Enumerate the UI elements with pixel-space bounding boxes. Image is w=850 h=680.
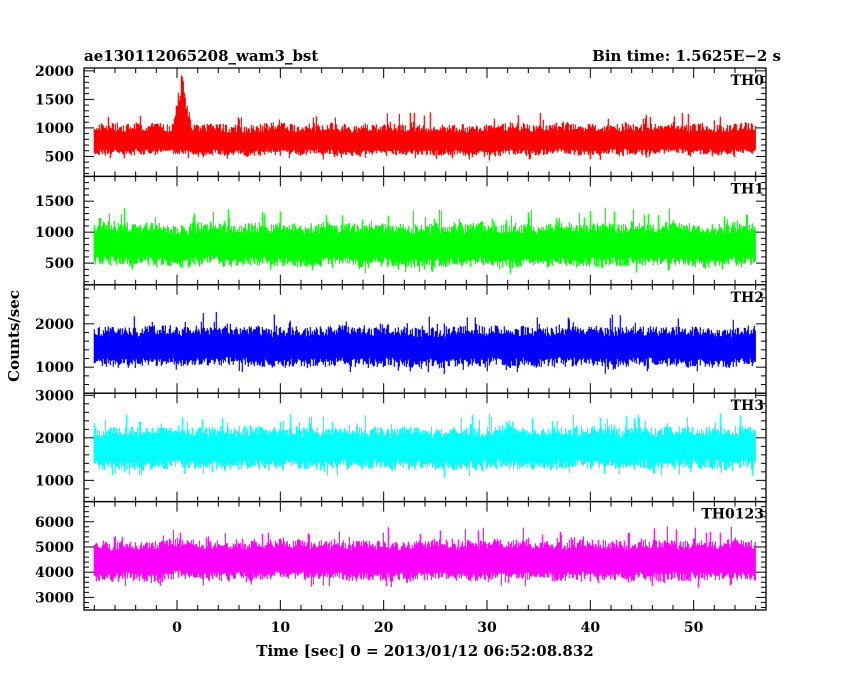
panel-tag-th2: TH2 [731, 290, 764, 306]
y-tick-label: 3000 [35, 590, 74, 606]
series-line-th1 [93, 207, 756, 274]
series-line-th0 [93, 75, 756, 161]
y-tick-label: 1000 [35, 473, 74, 489]
panel-th3: 1000 2000 3000 TH3 [35, 388, 767, 503]
panel-th2: 1000 2000 TH2 [35, 284, 767, 394]
y-tick-label: 4000 [35, 565, 74, 581]
panel-th1: 500 1000 1500 TH1 [35, 175, 767, 286]
y-tick-label: 2000 [35, 317, 74, 333]
panels-group: 500100015002000TH050010001500TH110002000… [35, 64, 767, 636]
x-tick-label: 30 [477, 620, 497, 636]
y-tick-label: 1000 [35, 225, 74, 241]
y-tick-label: 1500 [35, 92, 74, 108]
y-axis-title: Counts/sec [5, 290, 23, 382]
panel-th0: 500 1000 1500 2000 TH0 [35, 64, 767, 178]
x-axis-title: Time [sec] 0 = 2013/01/12 06:52:08.832 [256, 642, 593, 660]
y-tick-label: 2000 [35, 431, 74, 447]
x-tick-label: 0 [172, 620, 182, 636]
y-tick-label: 500 [45, 149, 74, 165]
x-tick-label: 40 [581, 620, 601, 636]
y-tick-label: 1500 [35, 194, 74, 210]
series-line-th2 [93, 312, 756, 374]
x-tick-label: 50 [684, 620, 704, 636]
y-tick-label: 1000 [35, 121, 74, 137]
panel-tag-th3: TH3 [731, 398, 764, 414]
x-tick-label: 20 [374, 620, 394, 636]
x-tick-label: 10 [271, 620, 291, 636]
y-tick-label: 3000 [35, 388, 74, 404]
series-line-th0123 [93, 526, 756, 588]
panel-tag-th0: TH0 [731, 73, 765, 89]
panel-th0123: 3000 4000 5000 6000 TH0123 [35, 500, 767, 611]
y-tick-label: 1000 [35, 360, 74, 376]
panel-tag-th0123: TH0123 [701, 507, 764, 523]
chart-title-left: ae130112065208_wam3_bst [84, 47, 318, 65]
series-line-th3 [93, 413, 756, 477]
y-tick-label: 2000 [35, 64, 74, 80]
chart-title-right: Bin time: 1.5625E−2 s [592, 47, 781, 65]
y-tick-label: 6000 [35, 515, 74, 531]
y-tick-label: 500 [45, 256, 74, 272]
panel-tag-th1: TH1 [731, 181, 764, 197]
y-tick-label: 5000 [35, 540, 74, 556]
